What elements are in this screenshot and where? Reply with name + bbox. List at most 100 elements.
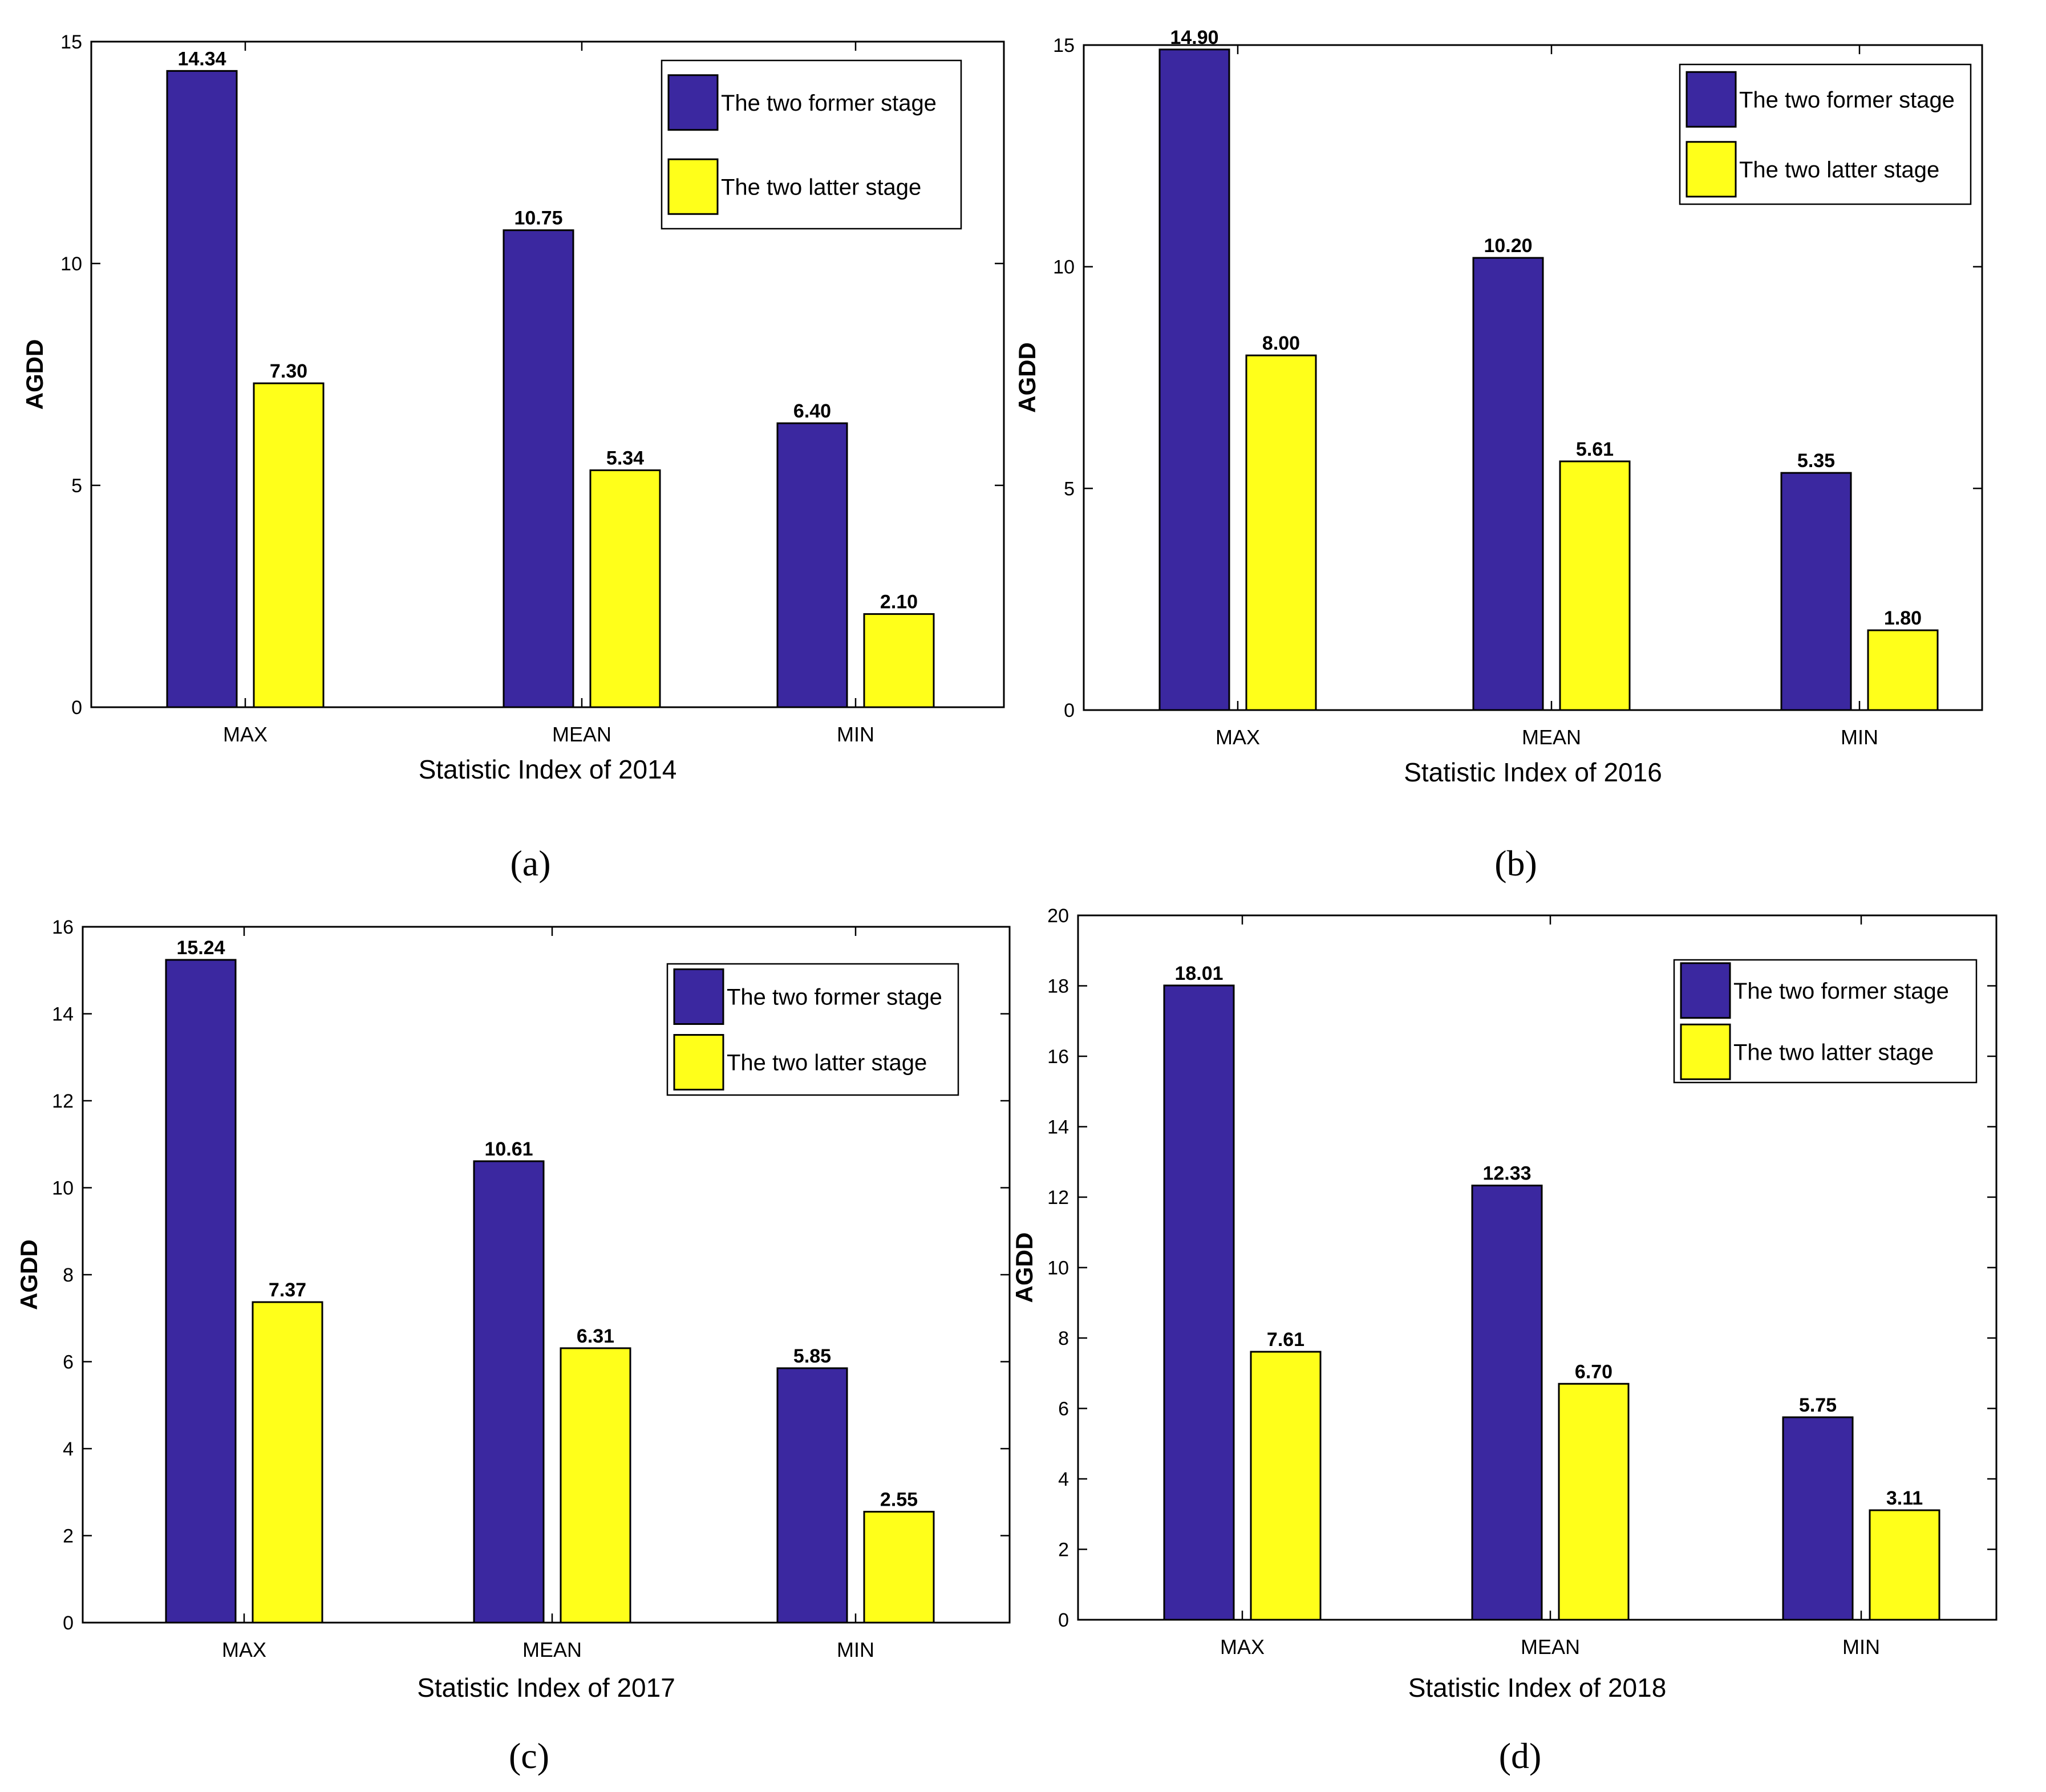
y-tick-label: 10: [1053, 257, 1075, 278]
value-label: 5.75: [1799, 1394, 1837, 1416]
category-label: MEAN: [1522, 725, 1581, 749]
plot-area: [90, 40, 1005, 708]
panel-label: (d): [1499, 1736, 1542, 1776]
x-axis-label: Statistic Index of 2017: [417, 1673, 675, 1702]
y-tick-label: 10: [52, 1178, 74, 1199]
value-label: 5.61: [1576, 439, 1614, 460]
panel-label: (c): [509, 1736, 549, 1776]
value-label: 7.61: [1267, 1329, 1304, 1351]
y-tick-label: 14: [1047, 1117, 1069, 1138]
legend-swatch-former: [673, 968, 724, 1025]
panel-label: (b): [1494, 843, 1537, 883]
bar-latter-mean: [1559, 460, 1631, 711]
plot-area: [1083, 44, 1983, 711]
value-label: 7.30: [270, 360, 307, 382]
y-tick-label: 12: [52, 1090, 74, 1112]
legend-swatch-former: [667, 74, 719, 131]
y-tick-label: 6: [1058, 1398, 1069, 1420]
bar-former-mean: [503, 229, 574, 708]
bar-latter-min: [1869, 1509, 1940, 1621]
y-tick-label: 5: [1064, 478, 1075, 500]
y-tick-label: 14: [52, 1004, 74, 1025]
bar-latter-max: [253, 382, 325, 708]
value-label: 5.35: [1797, 450, 1835, 472]
value-label: 10.75: [514, 208, 562, 229]
y-axis-label: AGDD: [1014, 342, 1040, 413]
chart-panel-c: 15.24 10.61 5.85 7.37 6.31 2.55 0 2 4 6 8 10 12 14 16 M…: [15, 917, 1011, 1776]
value-label: 10.20: [1484, 235, 1532, 257]
bar-latter-max: [1245, 354, 1317, 711]
y-tick-label: 2: [63, 1526, 74, 1547]
bar-former-max: [1158, 48, 1230, 711]
legend-entry-label: The two latter stage: [1739, 157, 1939, 183]
category-label: MEAN: [522, 1638, 582, 1661]
y-tick-label: 2: [1058, 1539, 1069, 1561]
bar-latter-mean: [589, 469, 661, 708]
bar-former-min: [1782, 1416, 1854, 1621]
bar-latter-min: [863, 1511, 935, 1624]
category-label: MIN: [1842, 1635, 1880, 1659]
value-label: 1.80: [1884, 607, 1922, 629]
panel-label: (a): [510, 843, 550, 883]
y-tick-label: 0: [1064, 700, 1075, 721]
legend-entry-label: The two latter stage: [721, 175, 921, 200]
category-label: MIN: [837, 723, 874, 746]
category-label: MIN: [837, 1638, 874, 1661]
bar-former-min: [1780, 472, 1852, 711]
value-label: 3.11: [1886, 1487, 1923, 1509]
bar-former-min: [776, 1367, 848, 1624]
value-label: 2.10: [880, 591, 918, 613]
value-label: 12.33: [1482, 1163, 1531, 1185]
y-tick-label: 8: [1058, 1328, 1069, 1349]
y-tick-label: 0: [63, 1612, 74, 1634]
bar-former-mean: [1472, 257, 1544, 711]
value-label: 2.55: [880, 1489, 918, 1511]
legend-entry-label: The two latter stage: [1733, 1040, 1934, 1065]
y-tick-label: 20: [1047, 905, 1069, 927]
legend: The two former stage The two latter stage: [1679, 63, 1972, 205]
bar-former-max: [165, 959, 237, 1624]
y-tick-label: 5: [71, 475, 82, 497]
y-tick-label: 15: [60, 31, 82, 53]
category-label: MAX: [1220, 1635, 1265, 1659]
bar-former-max: [166, 70, 238, 708]
y-tick-label: 16: [52, 917, 74, 938]
bar-latter-mean: [1558, 1382, 1630, 1621]
x-axis-label: Statistic Index of 2014: [419, 755, 677, 784]
chart-panel-a: 14.34 10.75 6.40 7.30 5.34 2.10 0 5 10 15 MAX MEAN M…: [21, 31, 1005, 883]
chart-panel-d: 18.01 12.33 5.75 7.61 6.70 3.11 0 2 4 6 8 10 12 14 16 1…: [1011, 905, 1998, 1776]
bar-latter-max: [1250, 1351, 1322, 1621]
bar-former-mean: [473, 1160, 545, 1624]
y-tick-label: 12: [1047, 1187, 1069, 1209]
legend: The two former stage The two latter stage: [1673, 959, 1978, 1084]
y-axis-label: AGDD: [1011, 1232, 1038, 1303]
value-label: 5.34: [606, 448, 644, 469]
y-tick-label: 0: [1058, 1609, 1069, 1631]
category-label: MAX: [222, 1638, 266, 1661]
legend-swatch-latter: [1680, 1023, 1731, 1080]
legend-entry-label: The two former stage: [1733, 979, 1949, 1004]
value-label: 18.01: [1174, 963, 1223, 984]
y-tick-label: 18: [1047, 976, 1069, 998]
y-axis-label: AGDD: [21, 339, 48, 410]
category-label: MEAN: [552, 723, 611, 746]
y-tick-label: 10: [1047, 1258, 1069, 1279]
value-label: 10.61: [484, 1138, 533, 1160]
y-tick-label: 10: [60, 253, 82, 275]
bar-former-min: [776, 422, 848, 708]
bar-latter-min: [1867, 629, 1939, 711]
legend-swatch-latter: [673, 1034, 724, 1090]
bar-latter-min: [863, 613, 935, 708]
value-label: 6.70: [1575, 1361, 1613, 1382]
legend-entry-label: The two former stage: [721, 91, 937, 116]
bar-latter-max: [252, 1301, 323, 1624]
value-label: 5.85: [793, 1345, 831, 1367]
x-axis-label: Statistic Index of 2016: [1404, 757, 1662, 787]
value-label: 6.40: [793, 400, 831, 422]
value-label: 8.00: [1262, 333, 1300, 354]
bar-former-max: [1163, 984, 1235, 1621]
legend: The two former stage The two latter stage: [666, 963, 959, 1096]
y-tick-label: 4: [63, 1438, 74, 1460]
